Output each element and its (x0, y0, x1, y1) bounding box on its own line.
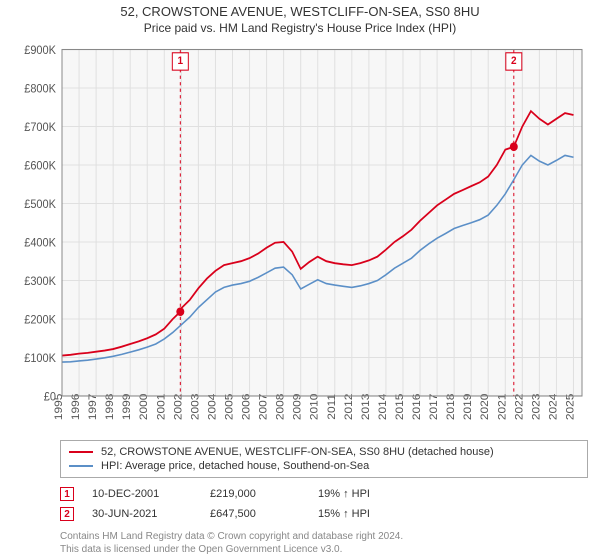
svg-text:2023: 2023 (531, 394, 542, 421)
svg-text:£100K: £100K (24, 352, 56, 364)
svg-text:2015: 2015 (394, 394, 405, 421)
sale-delta: 19% ↑ HPI (318, 488, 408, 500)
svg-text:£800K: £800K (24, 83, 56, 95)
svg-text:1997: 1997 (87, 394, 98, 421)
svg-text:£200K: £200K (24, 314, 56, 326)
sale-date: 30-JUN-2021 (92, 508, 192, 520)
sale-price: £219,000 (210, 488, 300, 500)
svg-text:£500K: £500K (24, 198, 56, 210)
footer-attribution: Contains HM Land Registry data © Crown c… (60, 530, 588, 556)
svg-text:£900K: £900K (24, 44, 56, 56)
chart-title: 52, CROWSTONE AVENUE, WESTCLIFF-ON-SEA, … (0, 4, 600, 19)
sale-row: 2 30-JUN-2021 £647,500 15% ↑ HPI (60, 504, 588, 524)
svg-text:2016: 2016 (411, 394, 422, 421)
svg-text:2012: 2012 (343, 394, 354, 421)
legend-swatch-series-1 (69, 465, 93, 467)
legend-label-series-0: 52, CROWSTONE AVENUE, WESTCLIFF-ON-SEA, … (101, 446, 494, 458)
svg-text:2014: 2014 (377, 393, 388, 420)
svg-text:2018: 2018 (446, 394, 457, 421)
svg-text:2008: 2008 (275, 394, 286, 421)
svg-text:2002: 2002 (173, 394, 184, 421)
legend-swatch-series-0 (69, 451, 93, 453)
sales-table: 1 10-DEC-2001 £219,000 19% ↑ HPI 2 30-JUN-202… (60, 484, 588, 524)
svg-text:2000: 2000 (139, 394, 150, 421)
sale-delta: 15% ↑ HPI (318, 508, 408, 520)
svg-text:1998: 1998 (105, 394, 116, 421)
svg-text:2006: 2006 (241, 394, 252, 421)
svg-text:£300K: £300K (24, 275, 56, 287)
svg-text:2001: 2001 (156, 394, 167, 421)
svg-text:2011: 2011 (326, 394, 337, 420)
svg-text:1995: 1995 (53, 394, 64, 421)
svg-text:2024: 2024 (548, 393, 559, 420)
svg-text:2013: 2013 (360, 394, 371, 421)
legend-label-series-1: HPI: Average price, detached house, Sout… (101, 460, 369, 472)
svg-text:1: 1 (178, 56, 184, 67)
svg-text:2017: 2017 (428, 394, 439, 421)
svg-text:£400K: £400K (24, 237, 56, 249)
svg-text:£600K: £600K (24, 160, 56, 172)
chart-area: 12 £0£100K£200K£300K£400K£500K£600K£700K… (12, 43, 588, 434)
svg-text:2020: 2020 (480, 394, 491, 421)
svg-text:2007: 2007 (258, 394, 269, 421)
sale-date: 10-DEC-2001 (92, 488, 192, 500)
sale-price: £647,500 (210, 508, 300, 520)
legend: 52, CROWSTONE AVENUE, WESTCLIFF-ON-SEA, … (60, 440, 588, 478)
svg-text:1996: 1996 (70, 394, 81, 421)
svg-text:2025: 2025 (565, 394, 576, 421)
svg-text:2009: 2009 (292, 394, 303, 421)
svg-text:£700K: £700K (24, 121, 56, 133)
sale-marker-icon: 2 (60, 507, 74, 521)
svg-text:2022: 2022 (514, 394, 525, 421)
sale-row: 1 10-DEC-2001 £219,000 19% ↑ HPI (60, 484, 588, 504)
svg-text:1999: 1999 (122, 394, 133, 421)
svg-text:2010: 2010 (309, 394, 320, 421)
svg-text:2005: 2005 (224, 394, 235, 421)
svg-text:2: 2 (511, 56, 517, 67)
sale-marker-icon: 1 (60, 487, 74, 501)
svg-text:2003: 2003 (190, 394, 201, 421)
svg-text:2004: 2004 (207, 393, 218, 420)
svg-text:2021: 2021 (497, 394, 508, 421)
svg-text:2019: 2019 (463, 394, 474, 421)
chart-subtitle: Price paid vs. HM Land Registry's House … (0, 21, 600, 35)
